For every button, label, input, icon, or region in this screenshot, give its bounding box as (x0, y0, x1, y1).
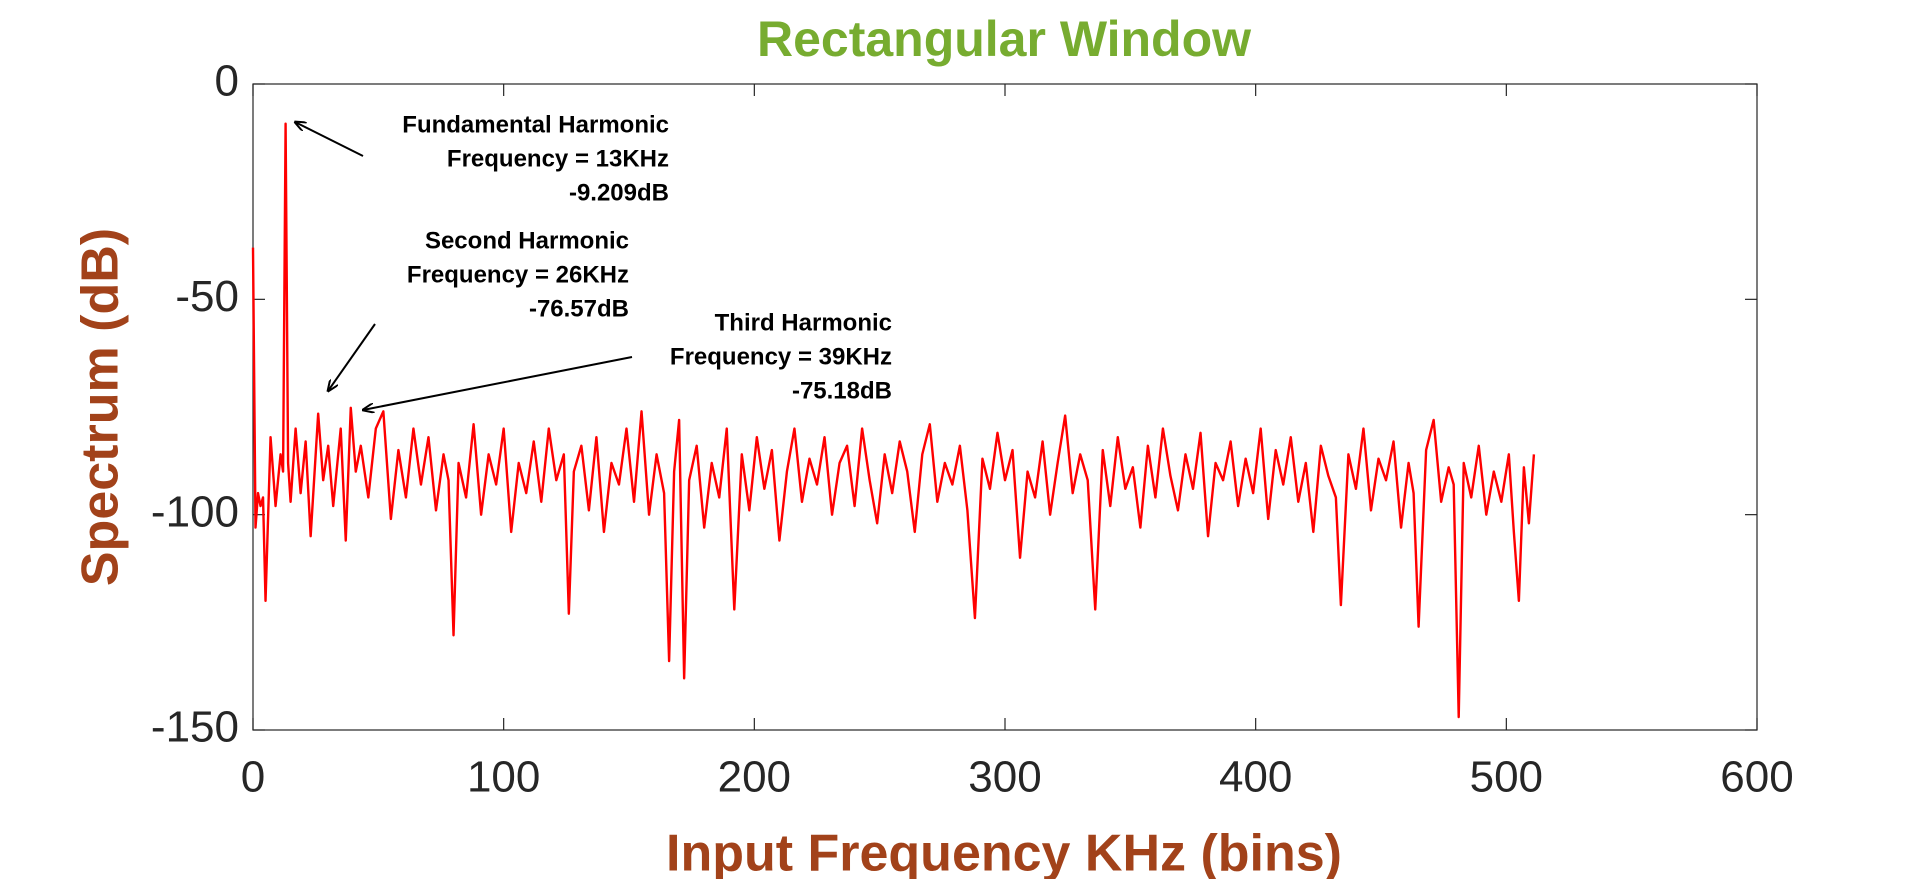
chart-title: Rectangular Window (757, 11, 1251, 67)
annotation-arrow (295, 122, 364, 157)
annotation-arrow (363, 356, 633, 410)
x-axis-label: Input Frequency KHz (bins) (666, 825, 1342, 879)
y-tick-label: -100 (151, 487, 239, 536)
annotation-arrow (328, 323, 376, 391)
annotation-text: Frequency = 13KHz (447, 145, 669, 172)
x-tick-label: 400 (1219, 753, 1292, 802)
annotation-text: Second Harmonic (425, 227, 629, 254)
annotation-text: -76.57dB (529, 295, 629, 322)
annotation-text: Frequency = 26KHz (407, 261, 629, 288)
spectrum-line (251, 122, 1536, 719)
annotation-text: Frequency = 39KHz (670, 343, 892, 370)
x-tick-label: 100 (467, 753, 540, 802)
annotation-text: Fundamental Harmonic (402, 111, 669, 138)
x-tick-label: 300 (968, 753, 1041, 802)
annotation-text: Third Harmonic (715, 309, 892, 336)
y-tick-label: -150 (151, 703, 239, 752)
x-tick-label: 200 (718, 753, 791, 802)
y-tick-label: -50 (175, 272, 239, 321)
y-tick-label: 0 (215, 57, 239, 106)
y-axis-label: Spectrum (dB) (72, 228, 130, 586)
annotation-text: -75.18dB (792, 377, 892, 404)
annotation-text: -9.209dB (569, 179, 669, 206)
x-tick-label: 500 (1470, 753, 1543, 802)
x-tick-label: 0 (241, 753, 265, 802)
x-tick-label: 600 (1720, 753, 1793, 802)
plot-frame (252, 83, 1758, 731)
